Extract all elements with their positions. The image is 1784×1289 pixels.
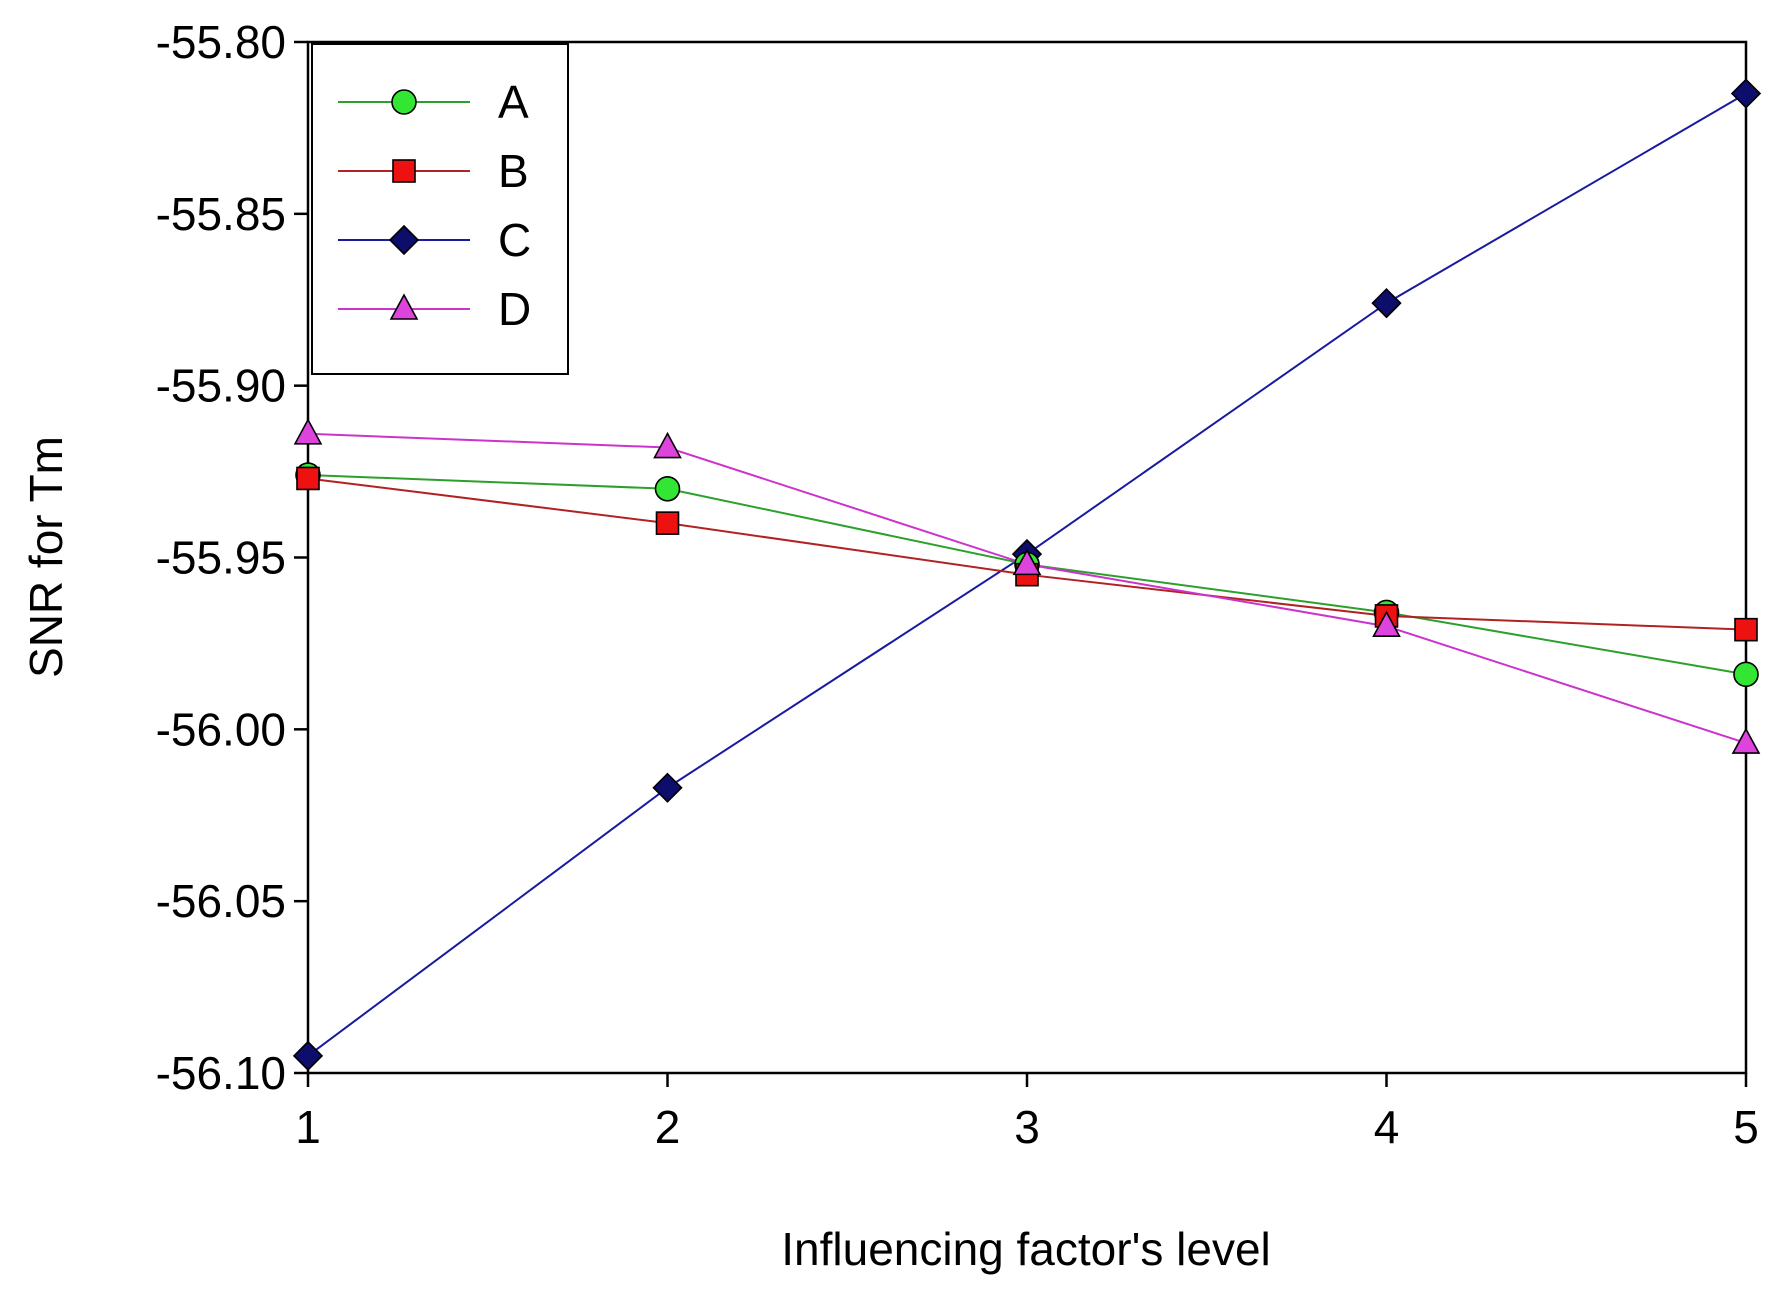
data-point-c <box>1730 78 1762 109</box>
x-tick-label: 4 <box>1374 1101 1400 1153</box>
data-point-b <box>1734 617 1758 642</box>
data-point-b <box>296 466 320 491</box>
data-point-d <box>653 431 682 459</box>
legend-marker-icon <box>388 224 420 256</box>
legend-label: A <box>498 76 529 128</box>
data-point-c <box>292 1040 324 1071</box>
legend-marker-icon <box>392 159 416 183</box>
legend-label: D <box>498 283 531 335</box>
data-point-d <box>293 418 323 445</box>
x-tick-label: 3 <box>1014 1101 1040 1153</box>
data-point-d <box>1731 727 1761 754</box>
data-point-d <box>1012 548 1042 576</box>
data-point-c <box>1371 288 1402 319</box>
data-point-a <box>654 475 681 502</box>
legend-label: B <box>498 145 529 197</box>
y-tick-label: -56.10 <box>156 1047 286 1099</box>
legend-box <box>311 43 569 375</box>
series-points-d <box>293 418 1761 754</box>
x-axis-title: Influencing factor's level <box>781 1223 1271 1275</box>
series-lines <box>292 78 1762 1071</box>
x-tick-label: 5 <box>1733 1101 1759 1153</box>
legend-item-a: A <box>338 76 529 128</box>
legend-item-b: B <box>338 145 529 197</box>
legend-marker-icon <box>389 293 419 320</box>
y-tick-label: -55.95 <box>156 532 286 584</box>
legend-item-d: D <box>338 283 531 335</box>
data-point-a <box>1733 661 1759 688</box>
x-tick-label: 1 <box>295 1101 321 1153</box>
y-tick-label: -56.05 <box>156 875 286 927</box>
series-line-d <box>307 432 1747 745</box>
legend-marker-icon <box>391 89 417 115</box>
y-tick-label: -55.90 <box>156 360 286 412</box>
y-tick-label: -55.85 <box>156 188 286 240</box>
data-point-b <box>655 511 680 535</box>
data-point-d <box>1372 610 1401 638</box>
axes: -55.80 -55.85 -55.90 -55.95 -56.00 -56.05 -56.… <box>156 16 1759 1153</box>
legend-item-c: C <box>338 214 531 266</box>
y-axis-title: SNR for Tm <box>20 436 72 678</box>
legend-label: C <box>498 214 531 266</box>
y-tick-label: -55.80 <box>156 16 286 68</box>
data-point-c <box>652 772 683 803</box>
y-tick-label: -56.00 <box>156 703 286 755</box>
x-tick-label: 2 <box>655 1101 681 1153</box>
